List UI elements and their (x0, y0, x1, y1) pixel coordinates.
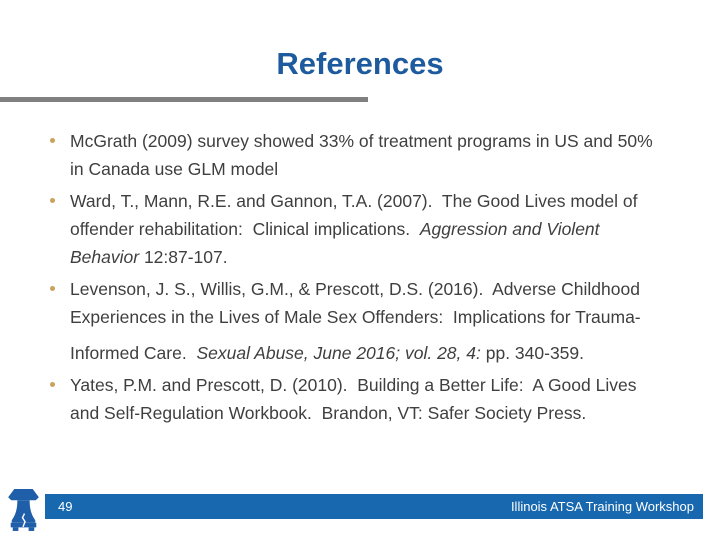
references-list: McGrath (2009) survey showed 33% of trea… (42, 127, 706, 431)
reference-line: offender rehabilitation: Clinical implic… (70, 219, 600, 239)
reference-line: Ward, T., Mann, R.E. and Gannon, T.A. (2… (70, 191, 638, 211)
bullet-dot-icon (50, 382, 55, 387)
reference-line: and Self-Regulation Workbook. Brandon, V… (70, 403, 587, 423)
reference-line: in Canada use GLM model (70, 159, 279, 179)
list-item: McGrath (2009) survey showed 33% of trea… (42, 127, 706, 183)
footer-workshop-label: Illinois ATSA Training Workshop (510, 499, 694, 514)
reference-line: Levenson, J. S., Willis, G.M., & Prescot… (70, 279, 640, 299)
liberty-bell-logo-icon (8, 489, 39, 531)
title-underline-bar (0, 97, 368, 102)
reference-line: Experiences in the Lives of Male Sex Off… (70, 307, 641, 327)
reference-line: Yates, P.M. and Prescott, D. (2010). Bui… (70, 375, 637, 395)
list-item: Ward, T., Mann, R.E. and Gannon, T.A. (2… (42, 187, 706, 271)
reference-line: Informed Care. Sexual Abuse, June 2016; … (70, 343, 585, 363)
reference-line: McGrath (2009) survey showed 33% of trea… (70, 131, 653, 151)
reference-line: Behavior 12:87-107. (70, 247, 228, 267)
list-item: Yates, P.M. and Prescott, D. (2010). Bui… (42, 371, 706, 427)
page-title: References (276, 46, 444, 81)
bullet-dot-icon (50, 198, 55, 203)
bullet-dot-icon (50, 286, 55, 291)
page-number: 49 (58, 499, 73, 514)
footer-bar: 49 Illinois ATSA Training Workshop (45, 494, 703, 519)
bullet-dot-icon (50, 138, 55, 143)
list-item: Levenson, J. S., Willis, G.M., & Prescot… (42, 275, 706, 367)
